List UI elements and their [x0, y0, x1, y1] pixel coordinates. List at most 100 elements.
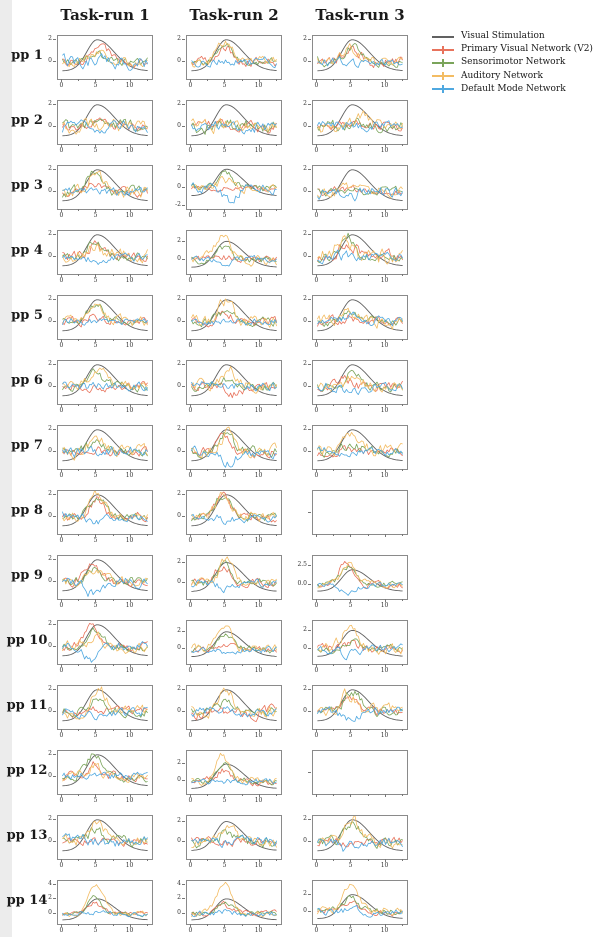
y-axis-tick [182, 648, 185, 650]
y-tick-label: 0 [177, 644, 181, 652]
x-axis-tick [78, 794, 80, 796]
legend-line-icon [432, 35, 454, 38]
legend-errorbar-tick [442, 58, 444, 67]
legend-item: Visual Stimulation [432, 30, 593, 43]
x-axis-tick [367, 144, 369, 146]
x-axis-tick [367, 274, 369, 276]
x-axis-tick [384, 664, 386, 667]
chart-cell-pp4-run2: 0 5 10 0 2 [177, 230, 282, 284]
chart-cell-pp10-run3: 0 5 10 0 2 [303, 620, 408, 674]
legend-item: Primary Visual Network (V2) [432, 43, 593, 56]
x-tick-label: 10 [125, 147, 134, 154]
x-axis-tick [224, 404, 226, 407]
x-axis-tick [129, 79, 131, 82]
x-axis-tick [207, 469, 209, 471]
x-axis-tick [78, 274, 80, 276]
x-axis-tick [258, 144, 260, 147]
y-tick-label: 0 [177, 908, 181, 916]
y-tick-label: 0 [177, 316, 181, 324]
y-tick-label: 0 [177, 578, 181, 585]
x-tick-label: 5 [93, 277, 98, 284]
x-axis-tick [95, 79, 97, 82]
x-tick-label: 0 [59, 342, 64, 349]
x-tick-label: 0 [59, 407, 64, 414]
y-axis-tick [53, 39, 56, 41]
time-series-plot [57, 555, 153, 600]
y-tick-label: 2 [48, 685, 52, 693]
y-tick-label: 0 [303, 446, 307, 454]
x-axis-tick [112, 534, 114, 536]
x-axis-tick [224, 79, 226, 82]
x-axis-tick [190, 534, 192, 537]
y-axis-tick [53, 299, 56, 301]
y-tick-label: 0 [177, 446, 181, 454]
plot-series-svg [62, 364, 148, 397]
x-axis-tick [224, 534, 226, 537]
y-axis-tick [53, 515, 56, 517]
x-axis-tick [78, 404, 80, 406]
y-axis-tick [182, 205, 185, 207]
column-title-1: Task-run 1 [60, 6, 150, 24]
y-tick-label: 2 [303, 425, 307, 433]
x-axis-tick [95, 274, 97, 277]
y-tick-label: 0 [177, 381, 181, 389]
x-axis-tick [61, 79, 63, 82]
y-axis-tick [182, 60, 185, 62]
y-axis-tick [53, 385, 56, 387]
time-series-plot [57, 880, 153, 925]
x-axis-tick [367, 794, 369, 796]
x-tick-label: 10 [254, 212, 263, 219]
y-tick-label: 0 [48, 836, 52, 844]
x-axis-tick [112, 859, 114, 861]
y-axis-tick [308, 629, 311, 631]
legend-item: Default Mode Network [432, 83, 593, 96]
plot-series-svg [62, 622, 148, 663]
y-tick-label: 0 [303, 906, 307, 914]
y-axis-tick [308, 840, 311, 842]
plot-series-svg [62, 559, 148, 597]
plot-series-svg [317, 299, 403, 332]
x-axis-tick [275, 404, 277, 406]
x-axis-tick [224, 859, 226, 862]
legend-label: Visual Stimulation [461, 31, 545, 42]
y-tick-label: 4 [48, 879, 52, 887]
x-axis-tick [78, 599, 80, 601]
x-tick-label: 5 [93, 927, 98, 934]
x-axis-tick [95, 209, 97, 212]
time-series-plot [186, 100, 282, 145]
x-axis-tick [384, 794, 386, 797]
row-label-pp3: pp 3 [11, 178, 43, 193]
x-tick-label: 0 [314, 732, 319, 739]
x-tick-label: 10 [380, 732, 389, 739]
y-tick-label: 0 [303, 251, 307, 259]
x-axis-tick [316, 339, 318, 342]
x-axis-tick [129, 924, 131, 927]
y-tick-label: 0 [177, 837, 181, 844]
x-axis-tick [190, 79, 192, 82]
y-axis-tick [53, 883, 56, 885]
x-axis-tick [275, 534, 277, 536]
left-margin-band [0, 0, 12, 937]
x-tick-label: 0 [59, 927, 64, 934]
time-series-plot [312, 620, 408, 665]
time-series-plot [312, 555, 408, 600]
x-tick-label: 0 [188, 537, 193, 544]
chart-cell-pp10-run2: 0 5 10 0 2 [177, 620, 282, 674]
chart-cell-pp2-run2: 0 5 10 0 2 [177, 100, 282, 154]
chart-cell-pp9-run1: 0 5 10 0 2 [48, 555, 153, 609]
row-label-pp4: pp 4 [11, 243, 43, 258]
x-axis-tick [333, 79, 335, 81]
x-axis-tick [207, 144, 209, 146]
x-tick-label: 5 [222, 212, 227, 219]
plot-series-svg [191, 39, 277, 72]
y-axis-tick [308, 39, 311, 41]
x-axis-tick [129, 664, 131, 667]
x-tick-label: 10 [380, 472, 389, 479]
y-axis-tick [53, 559, 56, 561]
x-axis-tick [401, 729, 403, 731]
x-axis-tick [129, 794, 131, 797]
time-series-plot [57, 100, 153, 145]
x-tick-label: 0 [59, 667, 64, 674]
x-tick-label: 10 [125, 82, 134, 89]
time-series-plot [186, 750, 282, 795]
